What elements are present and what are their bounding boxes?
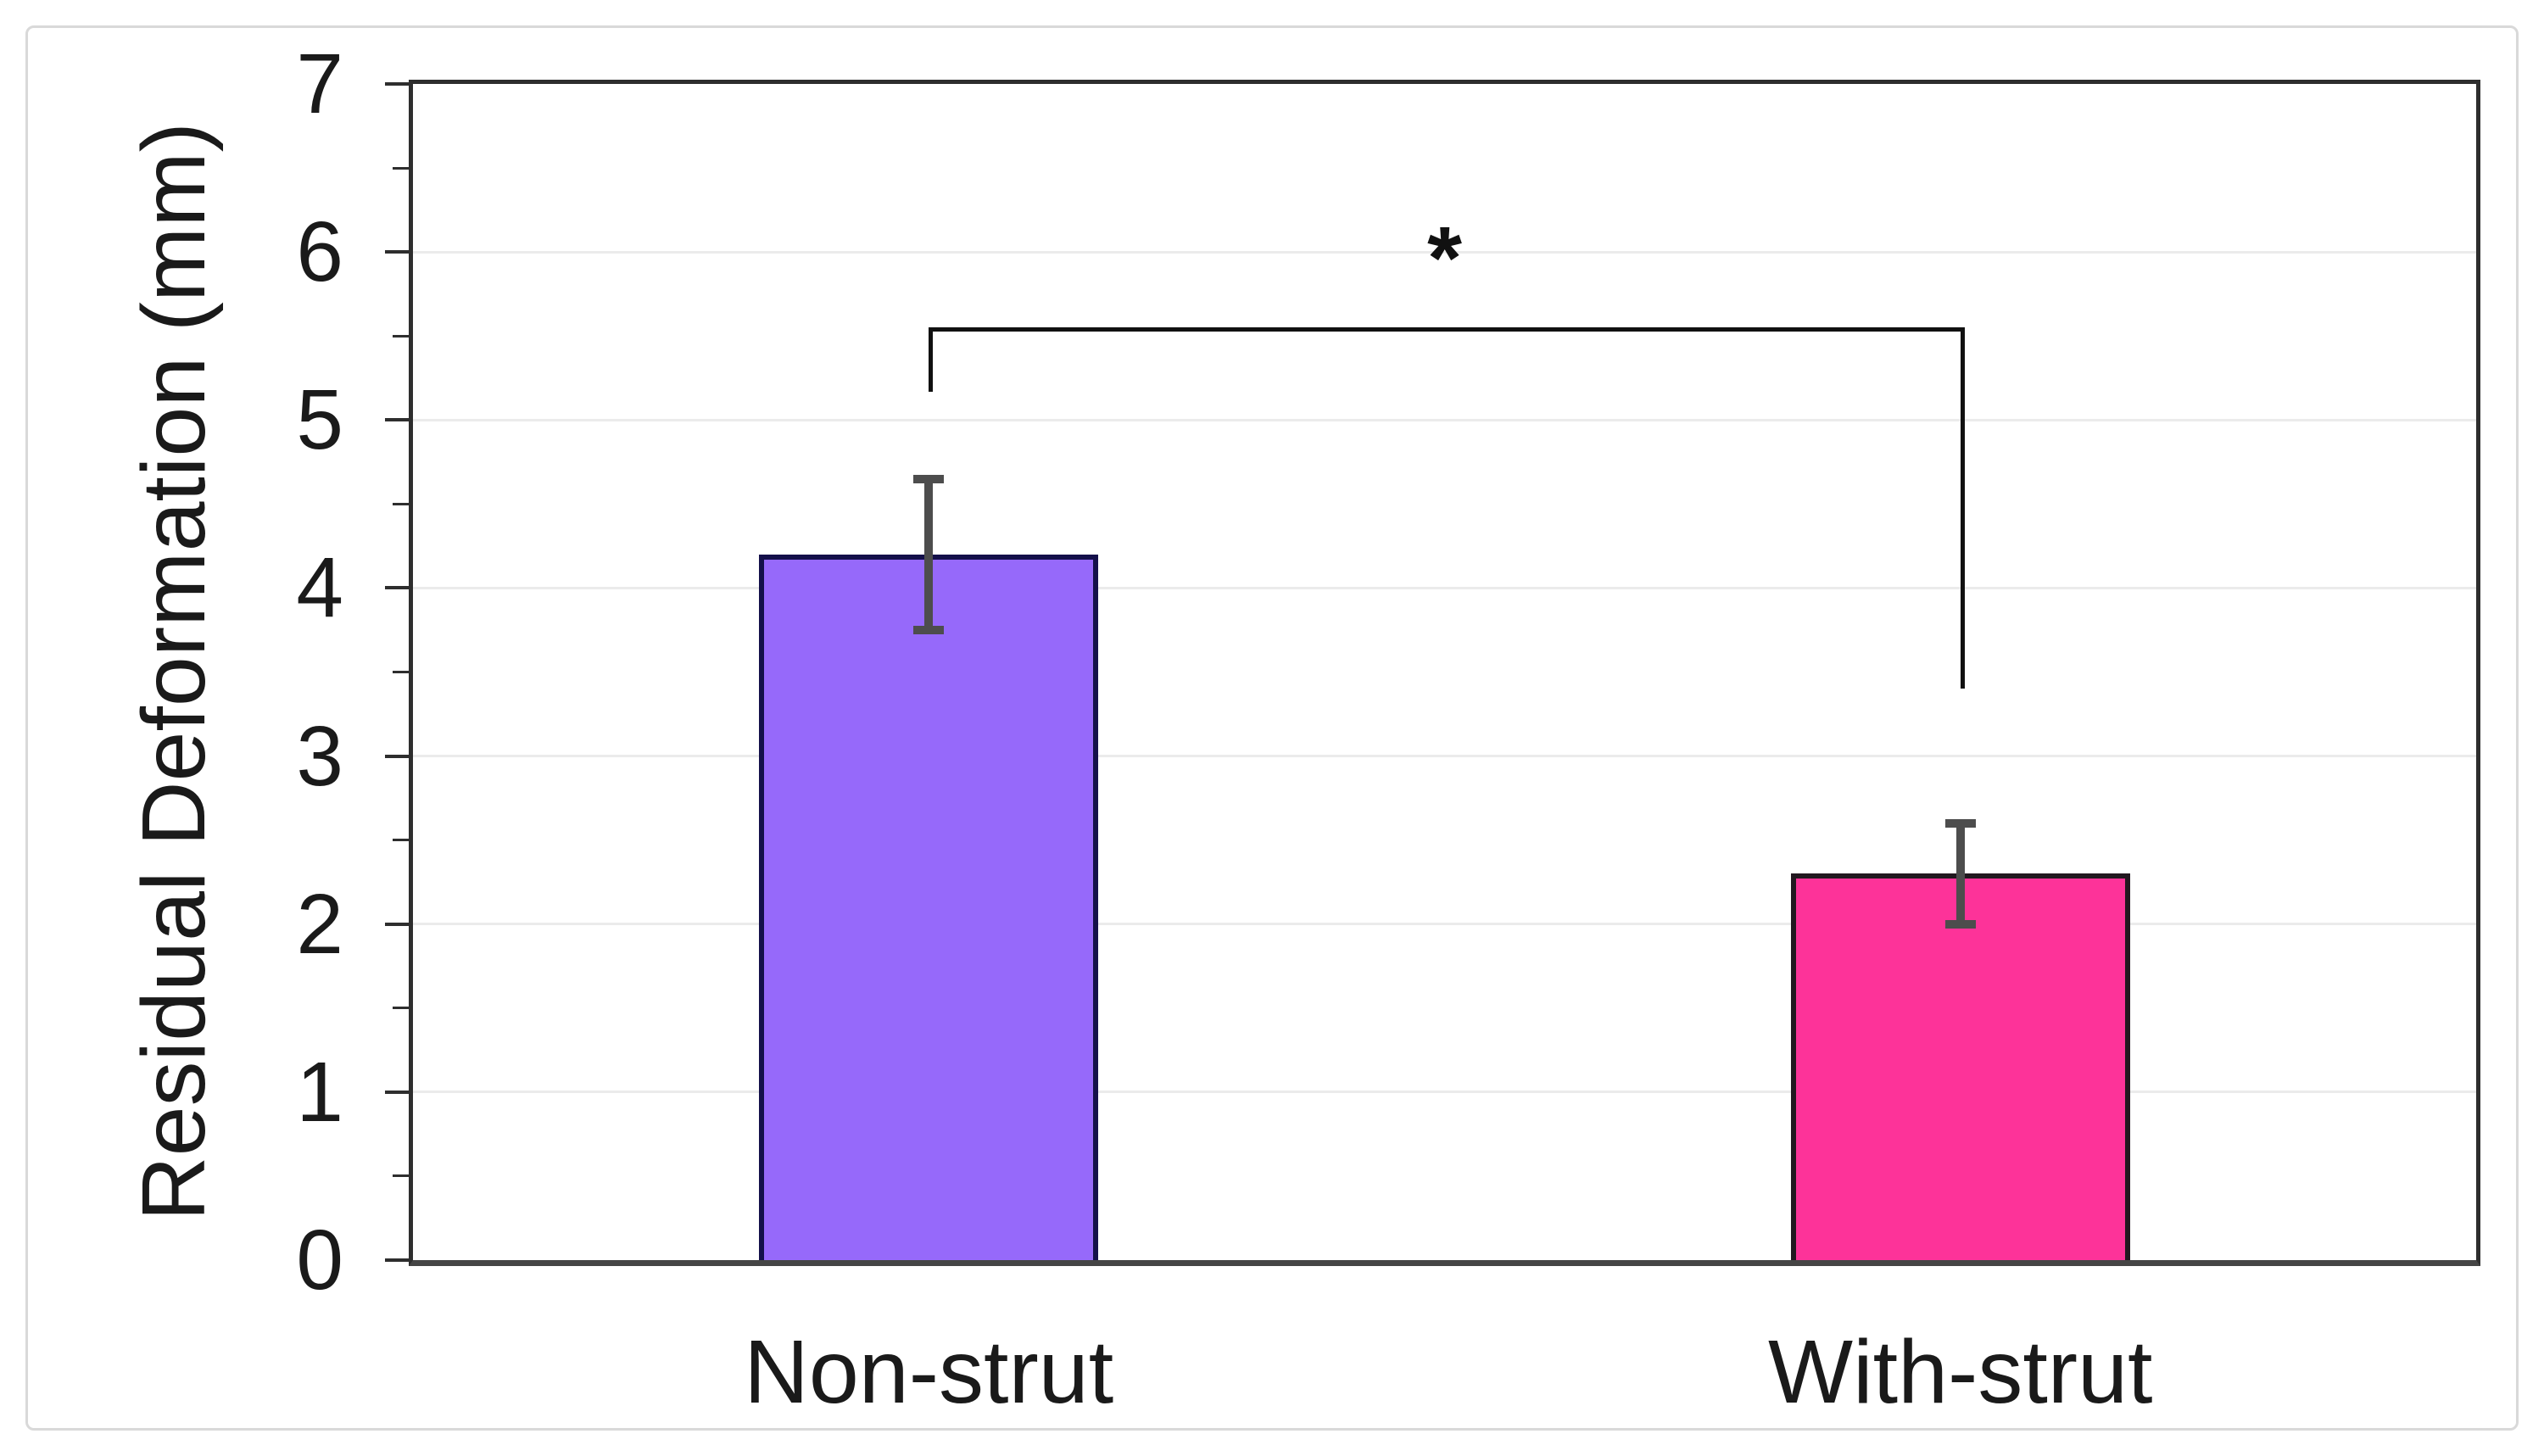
gridline-y5 (413, 418, 2476, 421)
significance-bracket-horizontal (929, 327, 1965, 332)
x-tick-label-non-strut: Non-strut (744, 1322, 1114, 1422)
y-axis-major-tick (385, 754, 409, 758)
y-axis-major-tick (385, 250, 409, 254)
y-axis-minor-tick (393, 502, 409, 505)
y-tick-label-1: 1 (296, 1044, 343, 1140)
gridline-y4 (413, 586, 2476, 589)
y-axis-major-tick (385, 922, 409, 926)
y-axis-minor-tick (393, 671, 409, 673)
y-axis-minor-tick (393, 1007, 409, 1010)
y-tick-label-7: 7 (296, 36, 343, 131)
gridline-y2 (413, 923, 2476, 926)
y-axis-major-tick (385, 82, 409, 86)
gridline-y1 (413, 1091, 2476, 1094)
y-tick-label-3: 3 (296, 708, 343, 804)
y-tick-label-5: 5 (296, 372, 343, 468)
y-axis-major-tick (385, 1090, 409, 1094)
error-bar-cap-top-with-strut (1944, 818, 1976, 828)
significance-bracket-right-leg (1960, 327, 1965, 689)
error-bar-stem-with-strut (1955, 823, 1965, 924)
y-axis-minor-tick (393, 839, 409, 842)
figure-border (25, 25, 2519, 1431)
error-bar-stem-non-strut (924, 478, 934, 630)
y-axis-major-tick (385, 1258, 409, 1262)
gridline-y3 (413, 755, 2476, 758)
y-axis-minor-tick (393, 166, 409, 170)
y-tick-label-2: 2 (296, 876, 343, 972)
bar-non-strut (759, 554, 1099, 1260)
error-bar-cap-top-non-strut (913, 474, 945, 483)
error-bar-cap-bottom-with-strut (1944, 919, 1976, 929)
significance-asterisk: * (1427, 209, 1462, 309)
significance-bracket-left-leg (929, 327, 934, 392)
y-tick-label-6: 6 (296, 204, 343, 300)
y-axis-major-tick (385, 418, 409, 422)
x-tick-label-with-strut: With-strut (1768, 1322, 2153, 1422)
y-tick-label-0: 0 (296, 1213, 343, 1308)
y-axis-minor-tick (393, 334, 409, 338)
bar-with-strut (1790, 873, 2130, 1260)
error-bar-cap-bottom-non-strut (913, 625, 945, 634)
y-axis-major-tick (385, 586, 409, 590)
gridline-y6 (413, 250, 2476, 254)
y-axis-minor-tick (393, 1174, 409, 1178)
plot-area: * (385, 80, 2480, 1266)
y-tick-label-4: 4 (296, 540, 343, 636)
